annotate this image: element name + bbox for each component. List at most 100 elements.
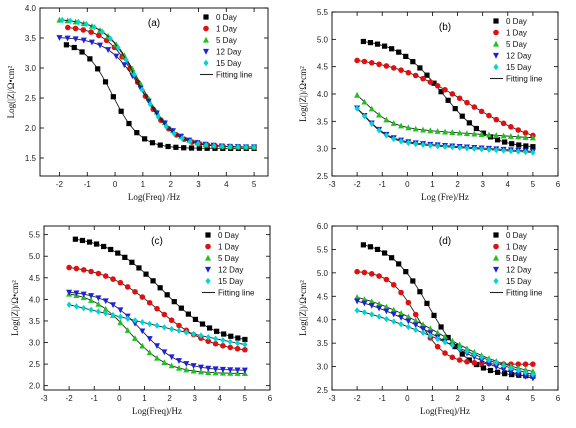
legend-marker xyxy=(493,29,499,36)
data-point xyxy=(139,328,146,335)
data-point xyxy=(368,271,375,277)
y-tick-label: 4.5 xyxy=(317,292,329,301)
data-point xyxy=(431,312,437,318)
data-point xyxy=(383,315,390,323)
data-point xyxy=(493,364,500,371)
data-point xyxy=(88,39,95,46)
y-tick-label: 3.5 xyxy=(317,339,329,348)
data-point xyxy=(171,299,177,305)
y-tick-label: 5.0 xyxy=(29,252,41,261)
chart-svg-c: -3 -2 -1 0 1 2 3 4 5 6 2.0 2.5 3.0 3.5 4.0 4.5 5.0 5.5 Log… xyxy=(10,225,273,416)
legend-label: Fitting line xyxy=(506,289,543,298)
y-tick-label: 2.5 xyxy=(317,386,329,395)
data-point xyxy=(405,299,412,306)
data-point xyxy=(464,99,470,106)
legend-label: Fitting line xyxy=(216,71,253,80)
data-point xyxy=(161,311,168,318)
data-point xyxy=(502,371,508,377)
data-point xyxy=(390,311,397,318)
legend-marker xyxy=(493,277,499,285)
legend-label: Fitting line xyxy=(218,289,255,298)
data-point xyxy=(463,130,470,136)
x-tick-label: 0 xyxy=(405,394,410,403)
data-point xyxy=(72,25,79,32)
data-point xyxy=(509,141,515,147)
data-point xyxy=(121,52,128,59)
data-point xyxy=(154,305,160,312)
data-point xyxy=(219,143,225,150)
legend-marker xyxy=(203,25,209,32)
data-point xyxy=(227,367,234,374)
data-point xyxy=(412,317,419,324)
data-point xyxy=(449,129,456,135)
legend-label: 1 Day xyxy=(216,25,237,34)
data-point xyxy=(410,278,416,284)
x-tick-label: 4 xyxy=(506,180,511,189)
legend-marker xyxy=(493,232,499,238)
data-point xyxy=(183,329,189,336)
data-point xyxy=(102,305,109,312)
x-tick-label: 0 xyxy=(117,394,122,403)
legend-marker xyxy=(493,254,499,261)
data-point xyxy=(95,295,102,302)
x-tick-label: 1 xyxy=(430,180,435,189)
data-point xyxy=(142,136,148,142)
data-point xyxy=(361,296,368,302)
data-point xyxy=(427,79,434,85)
data-point xyxy=(434,343,441,350)
data-point xyxy=(220,337,226,344)
x-axis-label: Log(Freq)/Hz xyxy=(420,406,470,416)
data-point xyxy=(102,273,109,279)
data-point xyxy=(389,46,395,52)
data-point xyxy=(220,342,226,349)
data-point xyxy=(66,264,72,271)
data-point xyxy=(478,108,485,115)
data-point xyxy=(420,326,427,333)
data-point xyxy=(354,57,360,64)
data-point xyxy=(161,120,168,127)
data-point xyxy=(139,318,145,326)
chart-panel-a: -2 -1 0 1 2 3 4 5 1.5 2.0 2.5 3.0 3.5 4.0 Log(Freq) /H… xyxy=(0,0,288,214)
data-point xyxy=(405,69,412,76)
data-point xyxy=(405,313,412,320)
data-point xyxy=(183,361,190,367)
legend-marker xyxy=(205,243,211,250)
data-point xyxy=(442,338,448,346)
data-point xyxy=(197,364,204,371)
data-point xyxy=(80,27,87,33)
x-tick-label: 4 xyxy=(506,394,511,403)
data-point xyxy=(146,336,153,342)
data-point xyxy=(368,302,375,309)
legend-marker xyxy=(493,52,499,59)
y-tick-label: 3.0 xyxy=(317,363,329,372)
y-tick-label: 3.5 xyxy=(317,117,329,126)
y-tick-label: 1.5 xyxy=(25,154,37,163)
data-point xyxy=(168,354,175,361)
data-point xyxy=(354,298,361,305)
data-point xyxy=(473,125,479,132)
legend-marker xyxy=(203,14,209,20)
data-point xyxy=(486,146,492,153)
data-point xyxy=(434,128,441,134)
legend-label: 15 Day xyxy=(216,59,241,68)
data-point xyxy=(456,341,463,348)
legend-marker xyxy=(493,243,499,250)
data-point xyxy=(161,359,168,365)
data-point xyxy=(72,36,79,43)
y-tick-label: 6.0 xyxy=(317,222,329,231)
legend-label: 5 Day xyxy=(506,254,527,263)
data-point xyxy=(126,120,132,127)
data-point xyxy=(398,314,405,321)
series-0-day xyxy=(72,236,248,343)
data-point xyxy=(227,344,234,351)
data-point xyxy=(191,330,197,338)
data-point xyxy=(117,307,124,314)
data-point xyxy=(368,59,375,66)
y-tick-label: 4.0 xyxy=(317,90,329,99)
y-tick-label: 3.0 xyxy=(29,339,41,348)
data-point xyxy=(206,325,213,331)
data-point xyxy=(123,56,129,64)
data-point xyxy=(203,141,209,149)
data-point xyxy=(234,367,241,374)
data-point xyxy=(354,91,361,98)
